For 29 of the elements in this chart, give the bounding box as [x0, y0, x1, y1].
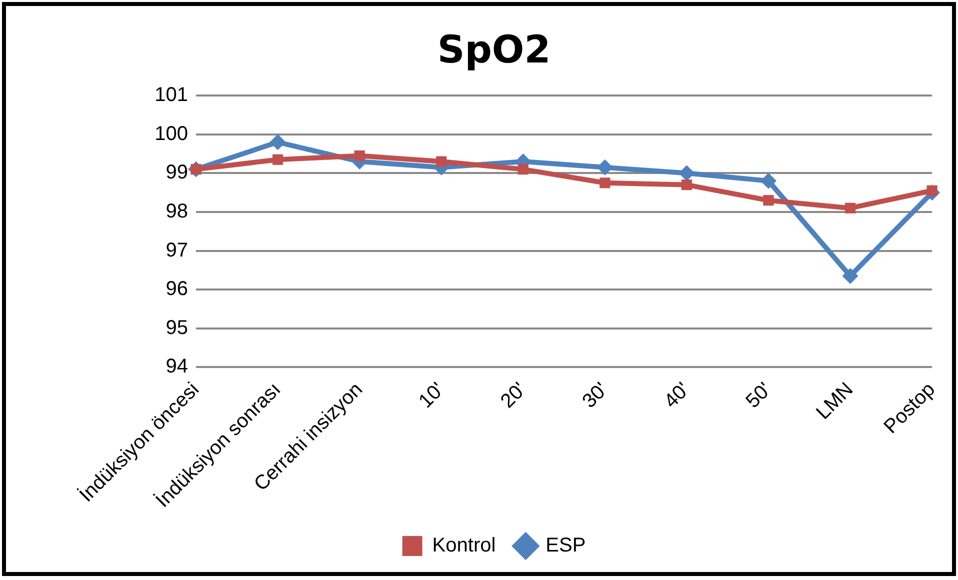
point: [436, 156, 447, 167]
point: [681, 180, 692, 190]
legend-label: Kontrol: [432, 534, 496, 557]
x-tick-label: 10': [414, 378, 449, 412]
point: [678, 165, 695, 182]
x-tick-label: 50': [742, 378, 776, 412]
point: [270, 134, 286, 150]
y-tick-label: 101: [154, 84, 188, 106]
x-tick-label: 30': [578, 378, 612, 412]
point: [600, 178, 610, 188]
y-tick-label: 100: [154, 122, 188, 145]
y-tick-label: 99: [166, 162, 188, 184]
legend-label: ESP: [546, 534, 586, 557]
point: [760, 172, 776, 189]
y-tick-label: 94: [166, 356, 188, 378]
point: [842, 268, 858, 284]
point: [844, 202, 856, 214]
y-tick-label: 97: [166, 239, 188, 262]
y-tick-label: 96: [166, 278, 188, 300]
y-tick-label: 95: [166, 316, 188, 339]
point: [763, 195, 774, 206]
point: [354, 150, 365, 162]
x-tick-label: 40': [660, 378, 694, 412]
point: [596, 159, 613, 176]
chart-title: SpO2: [437, 28, 551, 72]
x-tick-label: 20': [496, 378, 531, 412]
point: [518, 164, 528, 175]
y-tick-label: 98: [166, 200, 188, 222]
point: [272, 154, 284, 165]
